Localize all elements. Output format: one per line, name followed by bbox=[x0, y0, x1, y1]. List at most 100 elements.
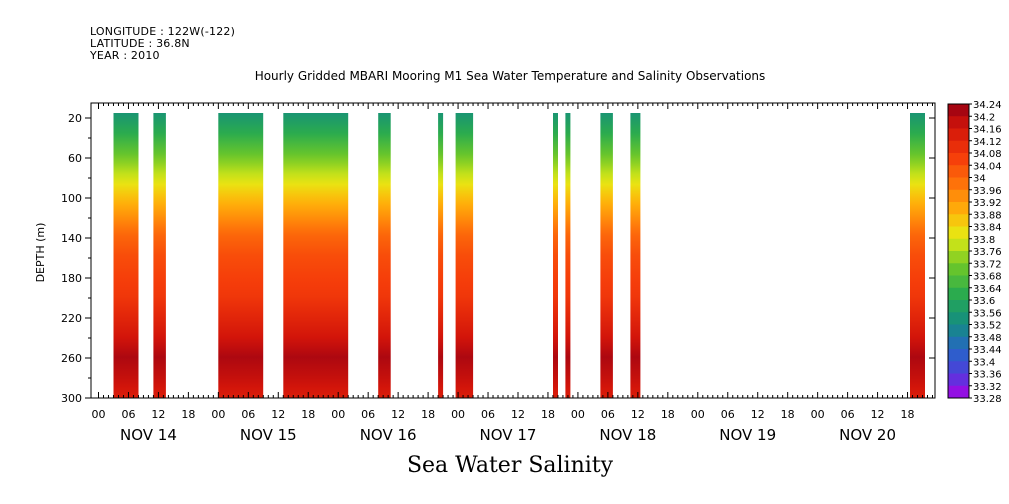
x-hour-label: 06 bbox=[121, 408, 135, 421]
colorbar-label: 34.24 bbox=[973, 100, 1002, 111]
colorbar-cell bbox=[948, 202, 969, 215]
colorbar-label: 33.8 bbox=[973, 235, 995, 246]
colorbar-cell bbox=[948, 238, 969, 252]
colorbar-label: 34.04 bbox=[973, 161, 1002, 172]
colorbar-label: 34.12 bbox=[973, 137, 1002, 148]
colorbar-cell bbox=[948, 287, 969, 301]
colorbar-cell bbox=[948, 275, 969, 289]
x-hour-label: 06 bbox=[601, 408, 615, 421]
colorbar-label: 33.92 bbox=[973, 198, 1002, 209]
x-hour-label: 06 bbox=[721, 408, 735, 421]
y-tick-label: 220 bbox=[61, 312, 82, 325]
x-hour-label: 00 bbox=[331, 408, 345, 421]
data-column bbox=[378, 113, 391, 398]
x-day-label: NOV 16 bbox=[360, 426, 417, 444]
colorbar-label: 33.28 bbox=[973, 394, 1002, 405]
colorbar-label: 33.56 bbox=[973, 308, 1002, 319]
colorbar-cell bbox=[948, 177, 969, 191]
y-tick-label: 180 bbox=[61, 272, 82, 285]
x-hour-label: 12 bbox=[271, 408, 285, 421]
data-column bbox=[153, 113, 166, 398]
colorbar-cell bbox=[948, 104, 969, 117]
colorbar-label: 33.64 bbox=[973, 284, 1002, 295]
y-tick-label: 100 bbox=[61, 192, 82, 205]
y-tick-label: 60 bbox=[68, 152, 82, 165]
axes: 00 06 12 18 00 06 12 18 00 06 12 18 00 06 12 18 00 06 12 18… bbox=[34, 102, 936, 444]
colorbar-label: 34.16 bbox=[973, 125, 1002, 136]
colorbar-cell bbox=[948, 324, 969, 338]
colorbar-cell bbox=[948, 263, 969, 276]
colorbar-cell bbox=[948, 189, 969, 203]
colorbar-label: 33.44 bbox=[973, 345, 1002, 356]
x-hour-label: 12 bbox=[871, 408, 885, 421]
y-tick-label: 260 bbox=[61, 352, 82, 365]
latitude-label: LATITUDE : 36.8N bbox=[90, 37, 190, 50]
plot-frame bbox=[90, 102, 936, 399]
x-hour-label: 06 bbox=[361, 408, 375, 421]
chart-title: Hourly Gridded MBARI Mooring M1 Sea Wate… bbox=[254, 69, 766, 83]
colorbar-cell bbox=[948, 349, 969, 362]
colorbar-cell bbox=[948, 312, 969, 325]
colorbar-label: 34.08 bbox=[973, 149, 1002, 160]
x-hour-label: 06 bbox=[241, 408, 255, 421]
colorbar-label: 33.96 bbox=[973, 186, 1002, 197]
year-label: YEAR : 2010 bbox=[90, 49, 160, 62]
colorbar-cell bbox=[948, 361, 969, 374]
colorbar-label: 34.2 bbox=[973, 112, 995, 123]
data-column bbox=[553, 113, 558, 398]
x-hour-label: 12 bbox=[511, 408, 525, 421]
x-hour-label: 00 bbox=[91, 408, 105, 421]
colorbar-cell bbox=[948, 226, 969, 240]
colorbar-cell bbox=[948, 300, 969, 313]
colorbar-label: 33.32 bbox=[973, 382, 1002, 393]
x-day-label: NOV 14 bbox=[120, 426, 177, 444]
x-hour-label: 18 bbox=[301, 408, 315, 421]
colorbar-cell bbox=[948, 128, 969, 142]
colorbar-label: 33.76 bbox=[973, 247, 1002, 258]
colorbar-label: 33.36 bbox=[973, 370, 1002, 381]
y-tick-label: 20 bbox=[68, 112, 82, 125]
colorbar-label: 33.68 bbox=[973, 272, 1002, 283]
x-hour-label: 12 bbox=[751, 408, 765, 421]
colorbar-label: 33.6 bbox=[973, 296, 995, 307]
data-column bbox=[283, 113, 349, 398]
data-column bbox=[600, 113, 613, 398]
colorbar-label: 33.88 bbox=[973, 210, 1002, 221]
x-hour-label: 12 bbox=[151, 408, 165, 421]
x-day-label: NOV 18 bbox=[599, 426, 656, 444]
data-column bbox=[218, 113, 264, 398]
longitude-label: LONGITUDE : 122W(-122) bbox=[90, 25, 236, 38]
colorbar-label: 33.84 bbox=[973, 223, 1002, 234]
colorbar-cell bbox=[948, 140, 969, 154]
x-hour-label: 06 bbox=[841, 408, 855, 421]
x-hour-label: 12 bbox=[631, 408, 645, 421]
x-hour-label: 18 bbox=[421, 408, 435, 421]
x-day-label: NOV 19 bbox=[719, 426, 776, 444]
x-hour-label: 00 bbox=[691, 408, 705, 421]
x-day-label: NOV 15 bbox=[240, 426, 297, 444]
x-hour-label: 18 bbox=[901, 408, 915, 421]
colorbar-cell bbox=[948, 385, 969, 399]
colorbar-cell bbox=[948, 116, 969, 129]
y-tick-label: 300 bbox=[61, 392, 82, 405]
colorbar-cell bbox=[948, 336, 969, 350]
colorbar-label: 33.4 bbox=[973, 357, 995, 368]
plot-area bbox=[113, 113, 925, 398]
y-axis-label: DEPTH (m) bbox=[34, 223, 47, 283]
colorbar-label: 33.52 bbox=[973, 321, 1002, 332]
x-day-label: NOV 17 bbox=[480, 426, 537, 444]
x-hour-label: 12 bbox=[391, 408, 405, 421]
colorbar-cell bbox=[948, 214, 969, 227]
x-hour-label: 18 bbox=[541, 408, 555, 421]
x-hour-label: 18 bbox=[781, 408, 795, 421]
x-day-label: NOV 20 bbox=[839, 426, 896, 444]
colorbar-label: 33.48 bbox=[973, 333, 1002, 344]
x-hour-label: 00 bbox=[571, 408, 585, 421]
x-hour-label: 00 bbox=[451, 408, 465, 421]
colorbar-label: 33.72 bbox=[973, 259, 1002, 270]
colorbar-cell bbox=[948, 165, 969, 178]
chart-footer: Sea Water Salinity bbox=[406, 453, 614, 478]
data-column bbox=[455, 113, 474, 398]
